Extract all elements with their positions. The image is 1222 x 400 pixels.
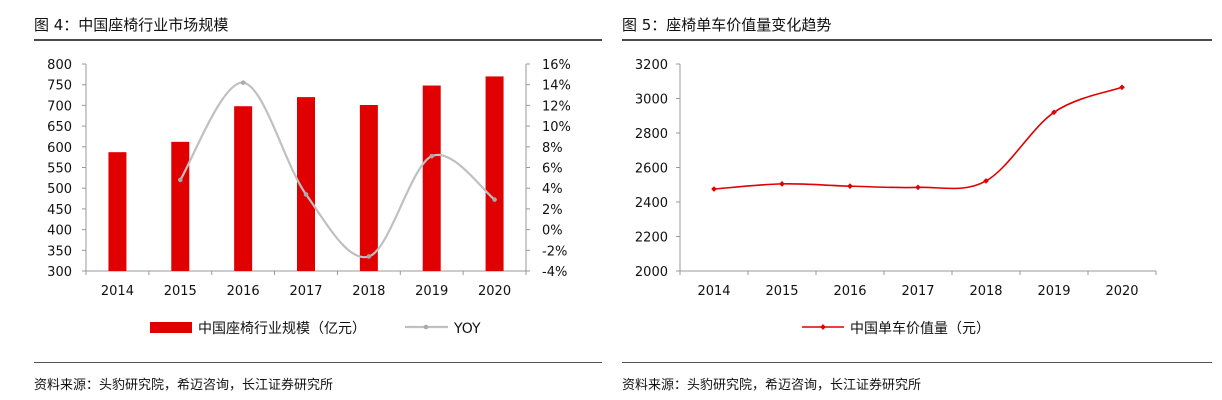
left-y-tick-label: 600 — [47, 141, 72, 156]
y-tick-label: 2400 — [635, 196, 668, 211]
x-tick-label: 2017 — [289, 284, 322, 299]
left-y-tick-label: 350 — [47, 244, 72, 259]
x-tick-label: 2014 — [101, 284, 134, 299]
y-tick-label: 2800 — [635, 127, 668, 142]
yoy-point — [429, 153, 435, 159]
value-line — [713, 86, 1123, 190]
legend-label-bar: 中国座椅行业规模（亿元） — [198, 321, 366, 337]
left-y-tick-label: 550 — [47, 162, 72, 177]
figure-4-title: 图 4：中国座椅行业市场规模 — [34, 16, 229, 34]
x-tick-label: 2020 — [478, 284, 511, 299]
x-tick-label: 2015 — [164, 284, 197, 299]
figure-4-chart: 800 750 700 650 600 550 500 450 400 350 300 16% 14% 1… — [47, 58, 571, 337]
legend-marker — [820, 324, 826, 330]
x-tick-label: 2017 — [901, 284, 934, 299]
figure-4-bottom-rule — [34, 362, 602, 363]
figure-4-source: 资料来源：头豹研究院，希迈咨询，长江证券研究所 — [34, 378, 334, 393]
right-y-tick-label: 12% — [542, 99, 571, 114]
figure-4-panel: 图 4：中国座椅行业市场规模 800 750 700 650 600 550 500 450 4… — [34, 16, 602, 393]
yoy-point — [177, 177, 183, 183]
left-y-tick-label: 700 — [47, 99, 72, 114]
value-point — [711, 186, 717, 192]
yoy-point — [492, 197, 497, 202]
figure-5-title: 图 5：座椅单车价值量变化趋势 — [622, 16, 832, 34]
legend-marker-yoy — [423, 324, 429, 330]
value-point — [915, 184, 921, 191]
bar — [108, 152, 127, 271]
value-point — [847, 183, 853, 189]
figure-5-source: 资料来源：头豹研究院，希迈咨询，长江证券研究所 — [622, 378, 922, 393]
y-tick-label: 3000 — [635, 93, 668, 108]
right-y-tick-label: 2% — [542, 203, 563, 218]
yoy-point — [303, 192, 309, 197]
bar — [171, 141, 190, 271]
yoy-point — [240, 80, 246, 85]
left-y-tick-label: 400 — [47, 224, 72, 239]
left-y-tick-label: 800 — [47, 58, 72, 73]
bar — [234, 106, 253, 271]
right-y-tick-label: 16% — [542, 58, 571, 73]
figure-5-panel: 图 5：座椅单车价值量变化趋势 3200 3000 2800 2600 2400 2200… — [612, 0, 1222, 400]
x-tick-label: 2016 — [833, 284, 866, 299]
left-y-tick-label: 300 — [47, 265, 72, 280]
legend-label-yoy: YOY — [453, 321, 481, 337]
left-y-tick-label: 650 — [47, 120, 72, 135]
x-tick-label: 2015 — [765, 284, 798, 299]
right-y-tick-label: 10% — [542, 120, 571, 135]
bar — [297, 97, 315, 271]
bar — [485, 76, 504, 271]
legend-swatch-bar — [150, 322, 192, 333]
x-tick-label: 2019 — [415, 284, 448, 299]
right-y-tick-label: 4% — [542, 182, 563, 197]
bar — [422, 85, 441, 271]
right-y-tick-label: -2% — [542, 244, 567, 259]
x-tick-label: 2018 — [352, 284, 385, 299]
figure-5-bottom-rule — [622, 362, 1212, 363]
value-point — [983, 178, 989, 184]
right-y-tick-label: 14% — [542, 79, 571, 94]
figure-4-top-rule — [34, 39, 602, 41]
right-y-tick-label: 8% — [542, 141, 563, 156]
left-y-tick-label: 450 — [47, 203, 72, 218]
yoy-point — [366, 254, 372, 259]
right-y-tick-label: 6% — [542, 162, 563, 177]
figure-5-top-rule — [622, 39, 1212, 41]
x-tick-label: 2020 — [1105, 284, 1138, 299]
figure-5-chart: 3200 3000 2800 2600 2400 2200 2000 2014 2015 2016… — [635, 58, 1157, 337]
y-tick-label: 2000 — [635, 265, 668, 280]
legend-label: 中国单车价值量（元） — [850, 320, 990, 337]
bar — [359, 104, 378, 272]
x-tick-label: 2019 — [1037, 284, 1070, 299]
value-point — [1119, 84, 1125, 91]
right-y-tick-label: -4% — [542, 265, 567, 280]
value-point — [1051, 109, 1057, 116]
yoy-line — [179, 81, 496, 259]
left-y-tick-label: 500 — [47, 182, 72, 197]
x-tick-label: 2018 — [969, 284, 1002, 299]
y-tick-label: 2600 — [635, 162, 668, 177]
value-point — [779, 181, 785, 187]
x-tick-label: 2014 — [697, 284, 730, 299]
right-y-tick-label: 0% — [542, 224, 563, 239]
y-tick-label: 3200 — [635, 58, 668, 73]
left-y-tick-label: 750 — [47, 79, 72, 94]
y-tick-label: 2200 — [635, 231, 668, 246]
x-tick-label: 2016 — [227, 284, 260, 299]
